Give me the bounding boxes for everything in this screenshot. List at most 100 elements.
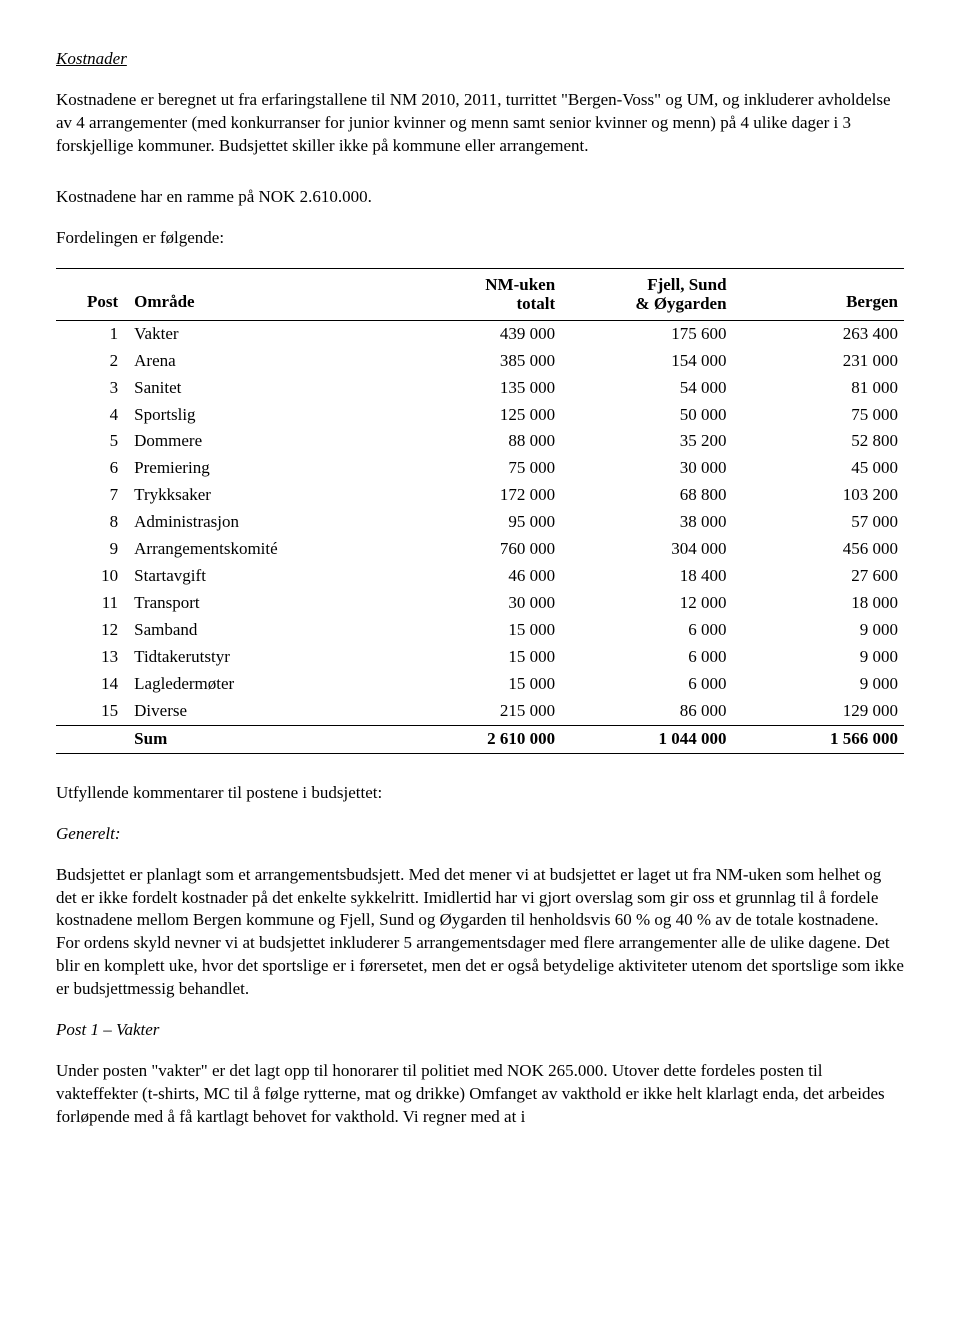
heading-post1: Post 1 – Vakter [56,1019,904,1042]
heading-generelt: Generelt: [56,823,904,846]
th-omrade: Område [128,268,390,320]
cell-omrade: Vakter [128,320,390,347]
cell-fjell: 304 000 [561,536,732,563]
cell-fjell: 86 000 [561,698,732,725]
table-row: 6Premiering75 00030 00045 000 [56,455,904,482]
table-row: 1Vakter439 000175 600263 400 [56,320,904,347]
cell-nmuken: 95 000 [390,509,561,536]
cell-post: 8 [56,509,128,536]
cell-fjell: 35 200 [561,428,732,455]
cell-nmuken: 30 000 [390,590,561,617]
cell-post: 1 [56,320,128,347]
cell-bergen: 9 000 [733,644,904,671]
table-row: 12Samband15 0006 0009 000 [56,617,904,644]
cell-nmuken: 172 000 [390,482,561,509]
cell-omrade: Premiering [128,455,390,482]
cell-omrade: Sportslig [128,402,390,429]
cell-post: 12 [56,617,128,644]
cell-omrade: Administrasjon [128,509,390,536]
paragraph-generelt: Budsjettet er planlagt som et arrangemen… [56,864,904,1002]
table-row: 4Sportslig125 00050 00075 000 [56,402,904,429]
th-fjell-l1: Fjell, Sund [647,275,726,294]
cell-post: 2 [56,348,128,375]
cell-fjell: 50 000 [561,402,732,429]
table-row: 8Administrasjon95 00038 00057 000 [56,509,904,536]
cell-omrade: Samband [128,617,390,644]
table-row: 9Arrangementskomité760 000304 000456 000 [56,536,904,563]
cell-nmuken: 46 000 [390,563,561,590]
cell-sum-label: Sum [128,725,390,753]
cell-nmuken: 135 000 [390,375,561,402]
cell-fjell: 6 000 [561,617,732,644]
heading-kostnader: Kostnader [56,48,904,71]
cell-bergen: 9 000 [733,617,904,644]
paragraph-post1: Under posten "vakter" er det lagt opp ti… [56,1060,904,1129]
cell-bergen: 75 000 [733,402,904,429]
cell-bergen: 81 000 [733,375,904,402]
cell-fjell: 6 000 [561,671,732,698]
table-row: 11Transport30 00012 00018 000 [56,590,904,617]
cell-fjell: 18 400 [561,563,732,590]
cell-bergen: 27 600 [733,563,904,590]
cell-nmuken: 75 000 [390,455,561,482]
cell-bergen: 57 000 [733,509,904,536]
cell-fjell: 68 800 [561,482,732,509]
th-fjell: Fjell, Sund & Øygarden [561,268,732,320]
cell-omrade: Transport [128,590,390,617]
cell-fjell: 54 000 [561,375,732,402]
cell-omrade: Tidtakerutstyr [128,644,390,671]
cell-sum-fjell: 1 044 000 [561,725,732,753]
table-row: 2Arena385 000154 000231 000 [56,348,904,375]
cell-nmuken: 15 000 [390,617,561,644]
cell-post: 5 [56,428,128,455]
cell-bergen: 231 000 [733,348,904,375]
table-row: 10Startavgift46 00018 40027 600 [56,563,904,590]
cell-post: 10 [56,563,128,590]
cell-fjell: 154 000 [561,348,732,375]
cell-sum-nmuken: 2 610 000 [390,725,561,753]
table-header-row: Post Område NM-uken totalt Fjell, Sund &… [56,268,904,320]
cell-post: 11 [56,590,128,617]
table-row: 5Dommere88 00035 20052 800 [56,428,904,455]
cell-bergen: 45 000 [733,455,904,482]
cell-nmuken: 15 000 [390,671,561,698]
th-fjell-l2: & Øygarden [635,294,726,313]
cell-post: 3 [56,375,128,402]
table-row: 13Tidtakerutstyr15 0006 0009 000 [56,644,904,671]
cell-nmuken: 385 000 [390,348,561,375]
cell-bergen: 103 200 [733,482,904,509]
cell-bergen: 9 000 [733,671,904,698]
cell-omrade: Diverse [128,698,390,725]
paragraph-intro: Kostnadene er beregnet ut fra erfaringst… [56,89,904,158]
cell-bergen: 263 400 [733,320,904,347]
paragraph-fordeling: Fordelingen er følgende: [56,227,904,250]
cell-bergen: 52 800 [733,428,904,455]
cell-fjell: 30 000 [561,455,732,482]
cell-post: 14 [56,671,128,698]
cell-nmuken: 88 000 [390,428,561,455]
cell-post: 4 [56,402,128,429]
table-row: 14Lagledermøter15 0006 0009 000 [56,671,904,698]
cell-nmuken: 15 000 [390,644,561,671]
cell-nmuken: 439 000 [390,320,561,347]
cell-omrade: Dommere [128,428,390,455]
cell-omrade: Sanitet [128,375,390,402]
cell-omrade: Startavgift [128,563,390,590]
cell-post: 6 [56,455,128,482]
th-nmuken-l1: NM-uken [485,275,555,294]
th-nmuken: NM-uken totalt [390,268,561,320]
cell-fjell: 6 000 [561,644,732,671]
cell-fjell: 12 000 [561,590,732,617]
cell-nmuken: 760 000 [390,536,561,563]
cell-bergen: 456 000 [733,536,904,563]
cell-omrade: Lagledermøter [128,671,390,698]
cell-fjell: 38 000 [561,509,732,536]
paragraph-ramme: Kostnadene har en ramme på NOK 2.610.000… [56,186,904,209]
cell-post: 9 [56,536,128,563]
cell-nmuken: 125 000 [390,402,561,429]
cell-sum-bergen: 1 566 000 [733,725,904,753]
th-bergen: Bergen [733,268,904,320]
cell-post: 7 [56,482,128,509]
table-sum-row: Sum2 610 0001 044 0001 566 000 [56,725,904,753]
cost-table: Post Område NM-uken totalt Fjell, Sund &… [56,268,904,754]
